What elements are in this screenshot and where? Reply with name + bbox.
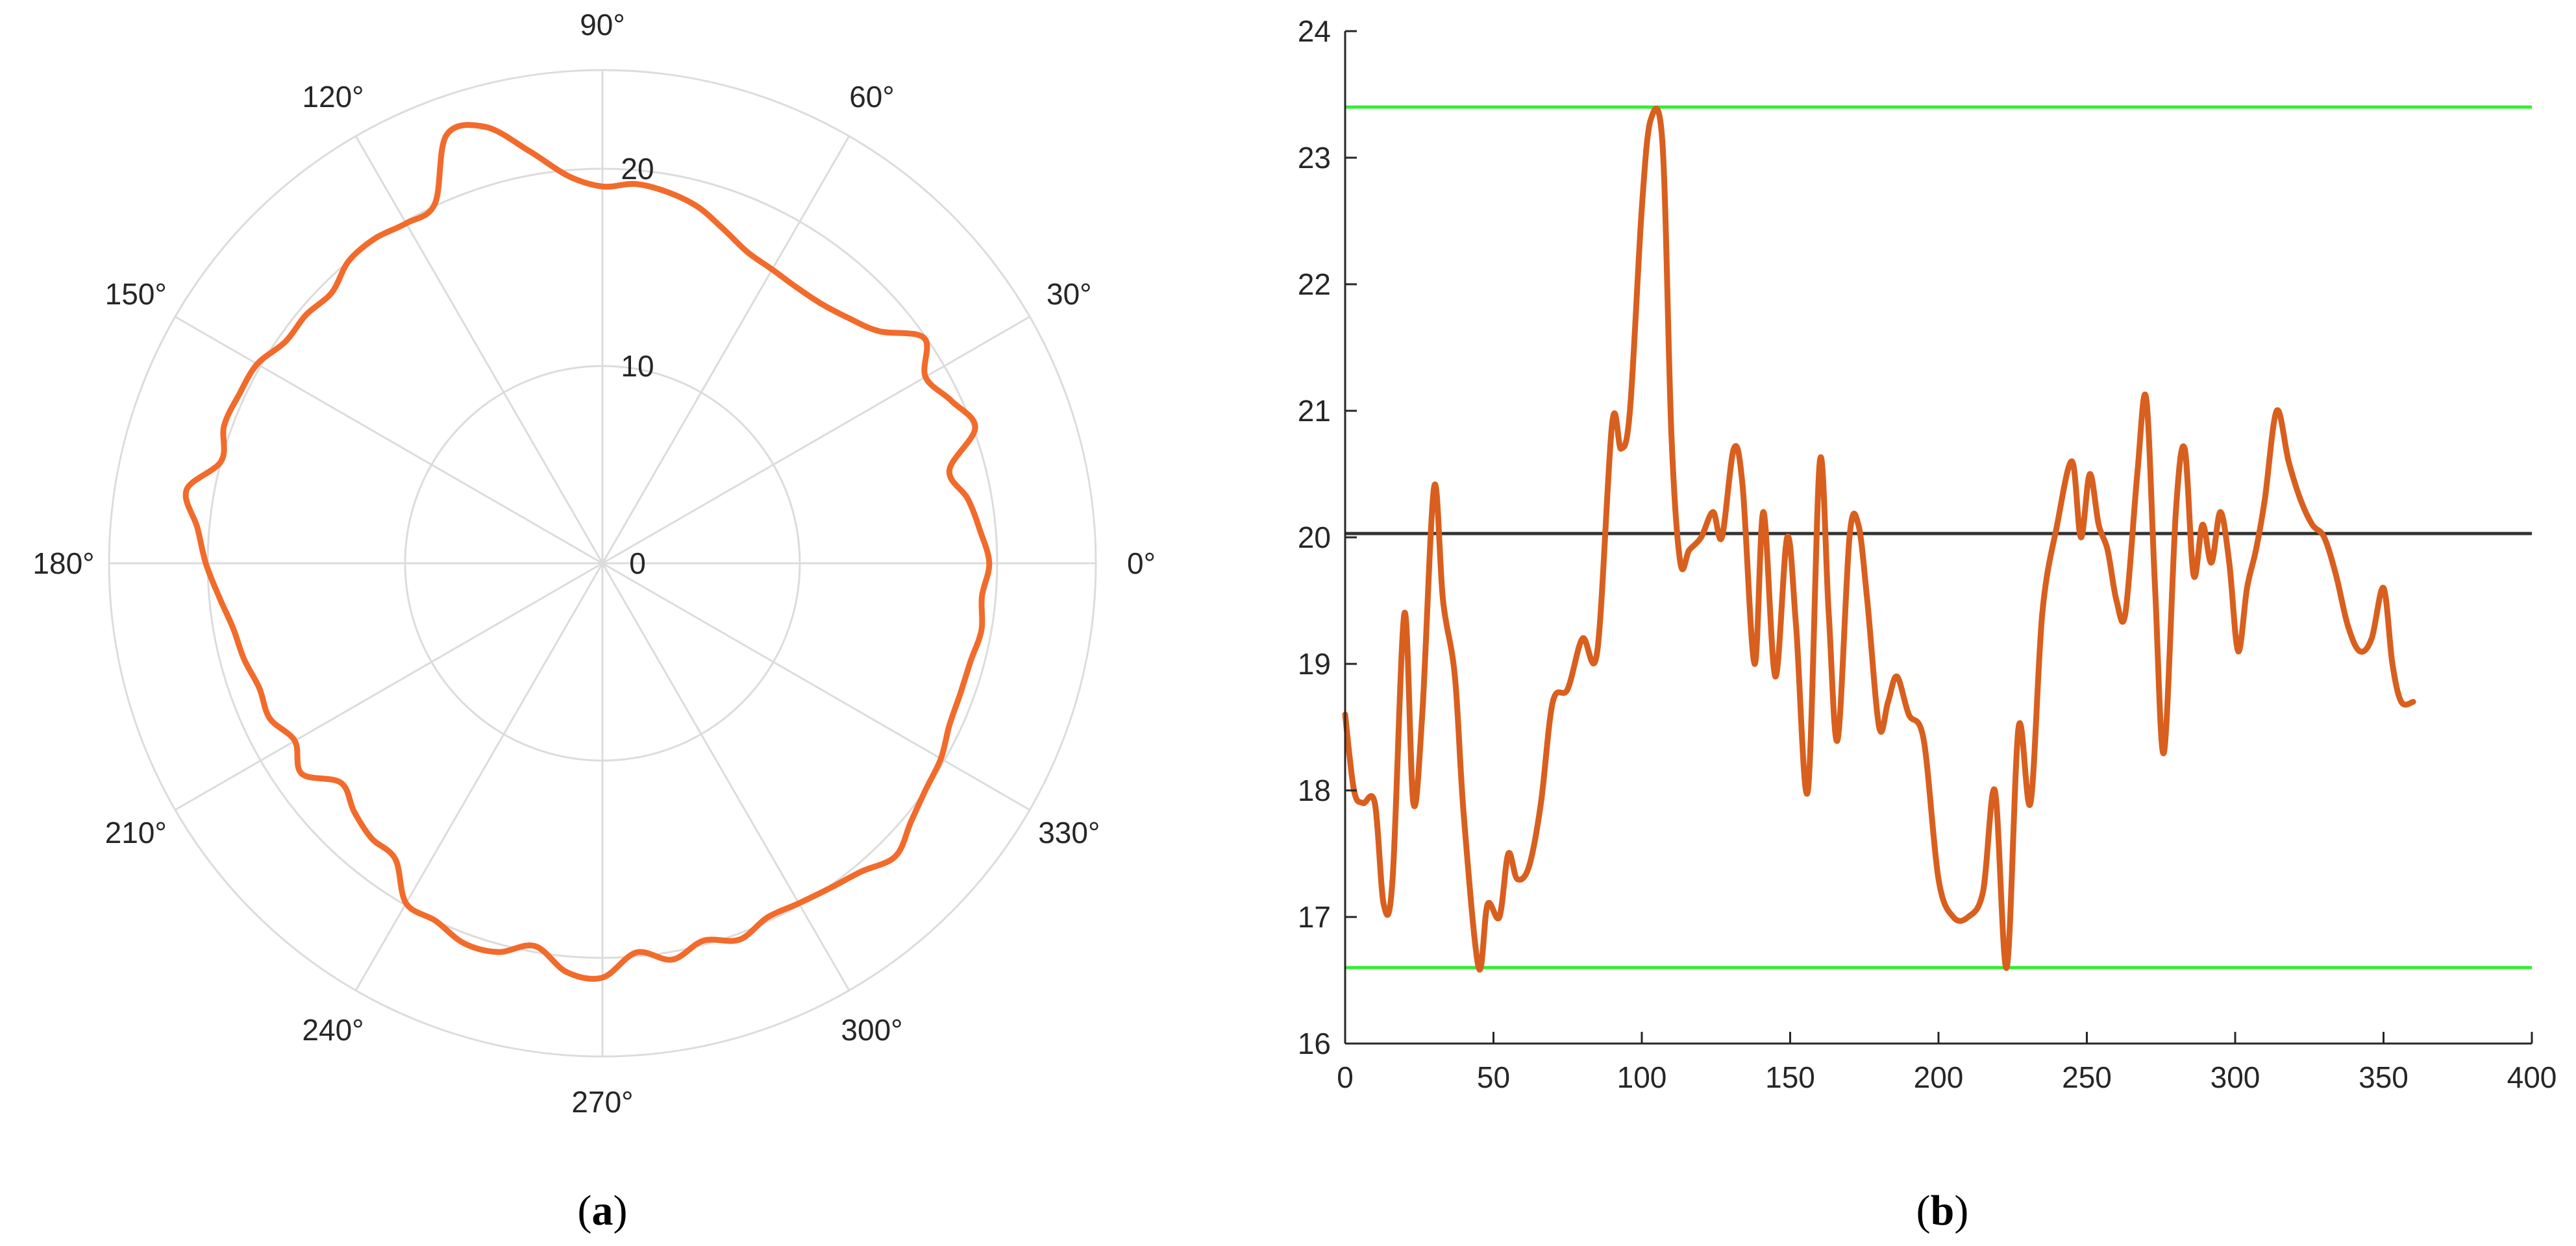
y-tick-label: 21	[1298, 394, 1331, 428]
caption-a-letter: a	[592, 1187, 613, 1234]
polar-angle-tick-label: 0°	[1127, 546, 1156, 580]
polar-angle-tick-label: 210°	[105, 816, 167, 849]
polar-radial-tick-label: 20	[621, 152, 654, 186]
polar-angle-labels: 0° 30° 60° 90° 120° 150° 180° 210° 240° 270° 300° 3…	[32, 8, 1156, 1119]
caption-a: (a)	[578, 1187, 628, 1234]
polar-spoke	[175, 315, 603, 565]
line-chart: 0 50 100 150 200 250 300 350 400 16 17 18 19 20 21 22 2…	[1298, 14, 2557, 1094]
polar-spoke	[601, 136, 850, 564]
polar-spoke	[602, 315, 1030, 565]
x-tick-label: 50	[1477, 1060, 1510, 1094]
x-tick-label: 100	[1617, 1060, 1667, 1094]
x-tick-label: 200	[1914, 1060, 1964, 1094]
polar-angle-tick-label: 150°	[105, 277, 167, 311]
x-tick-label: 150	[1765, 1060, 1815, 1094]
svg-text:(a): (a)	[578, 1187, 628, 1234]
line-axes	[1344, 30, 2533, 1045]
x-tick-label: 250	[2062, 1060, 2112, 1094]
y-tick-label: 24	[1298, 14, 1331, 48]
polar-angle-tick-label: 60°	[849, 80, 895, 114]
y-tick-label: 19	[1298, 647, 1331, 681]
y-tick-label: 23	[1298, 141, 1331, 175]
polar-spoke	[354, 136, 604, 564]
line-series	[1342, 105, 2416, 973]
polar-series	[182, 122, 993, 982]
caption-b-letter: b	[1931, 1187, 1955, 1234]
polar-radial-tick-label: 10	[621, 349, 654, 383]
polar-radial-tick-label: 0	[629, 546, 646, 580]
polar-angle-tick-label: 270°	[571, 1085, 633, 1119]
reference-lines	[1345, 105, 2532, 970]
caption-b: (b)	[1916, 1187, 1969, 1234]
x-tick-label: 400	[2507, 1060, 2557, 1094]
x-tick-label: 0	[1337, 1060, 1354, 1094]
polar-radial-labels: 0 10 20	[621, 152, 654, 580]
polar-spoke	[601, 563, 850, 991]
y-tick-label: 18	[1298, 774, 1331, 807]
svg-text:(b): (b)	[1916, 1187, 1969, 1234]
polar-spoke	[354, 563, 604, 991]
polar-angle-tick-label: 180°	[32, 546, 94, 580]
polar-angle-tick-label: 240°	[302, 1013, 364, 1047]
polar-spoke	[175, 562, 603, 811]
polar-angle-tick-label: 90°	[580, 8, 625, 42]
polar-chart: 0° 30° 60° 90° 120° 150° 180° 210° 240° 270° 300° 3…	[32, 8, 1156, 1119]
y-tick-label: 16	[1298, 1027, 1331, 1060]
x-tick-labels: 0 50 100 150 200 250 300 350 400	[1337, 1060, 2557, 1094]
x-tick-label: 300	[2211, 1060, 2260, 1094]
polar-angle-tick-label: 120°	[302, 80, 364, 114]
polar-angle-tick-label: 30°	[1046, 277, 1092, 311]
y-tick-labels: 16 17 18 19 20 21 22 23 24	[1298, 14, 1331, 1060]
x-tick-label: 350	[2359, 1060, 2409, 1094]
polar-angle-tick-label: 300°	[841, 1013, 902, 1047]
y-tick-label: 20	[1298, 520, 1331, 554]
y-tick-label: 22	[1298, 267, 1331, 301]
polar-grid	[108, 69, 1097, 1058]
y-tick-label: 17	[1298, 900, 1331, 934]
polar-spoke	[602, 562, 1030, 811]
polar-angle-tick-label: 330°	[1038, 816, 1100, 849]
data-line	[1342, 105, 2416, 973]
polar-data-line	[182, 122, 993, 982]
